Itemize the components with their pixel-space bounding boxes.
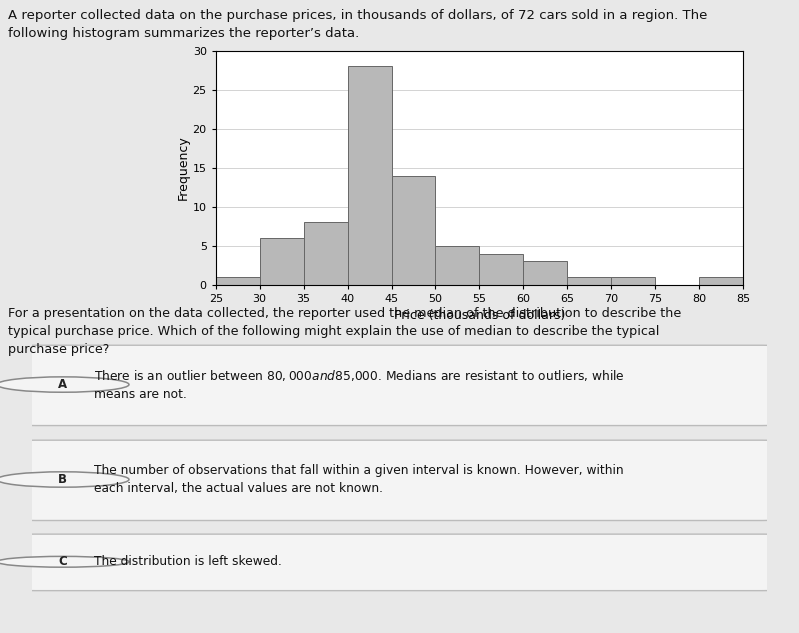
X-axis label: Price (thousands of dollars): Price (thousands of dollars)	[394, 310, 565, 322]
Y-axis label: Frequency: Frequency	[177, 135, 190, 200]
Text: There is an outlier between $80,000 and $85,000. Medians are resistant to outlie: There is an outlier between $80,000 and …	[94, 368, 626, 401]
Text: A reporter collected data on the purchase prices, in thousands of dollars, of 72: A reporter collected data on the purchas…	[8, 9, 707, 23]
Text: B: B	[58, 473, 67, 486]
Bar	[567, 277, 611, 285]
Bar	[304, 222, 348, 285]
Bar	[611, 277, 655, 285]
Text: following histogram summarizes the reporter’s data.: following histogram summarizes the repor…	[8, 27, 360, 40]
Bar	[699, 277, 743, 285]
Bar	[523, 261, 567, 285]
Circle shape	[0, 472, 129, 487]
Circle shape	[0, 377, 129, 392]
Bar	[479, 254, 523, 285]
Text: C: C	[58, 555, 67, 568]
Bar	[435, 246, 479, 285]
Bar	[216, 277, 260, 285]
Bar	[260, 238, 304, 285]
Text: The distribution is left skewed.: The distribution is left skewed.	[94, 555, 282, 568]
Bar	[348, 66, 392, 285]
FancyBboxPatch shape	[14, 345, 784, 425]
Text: A: A	[58, 378, 67, 391]
FancyBboxPatch shape	[14, 534, 784, 591]
Text: The number of observations that fall within a given interval is known. However, : The number of observations that fall wit…	[94, 464, 624, 495]
Text: For a presentation on the data collected, the reporter used the median of the di: For a presentation on the data collected…	[8, 307, 682, 356]
Bar	[392, 175, 435, 285]
Circle shape	[0, 556, 129, 567]
FancyBboxPatch shape	[14, 440, 784, 520]
